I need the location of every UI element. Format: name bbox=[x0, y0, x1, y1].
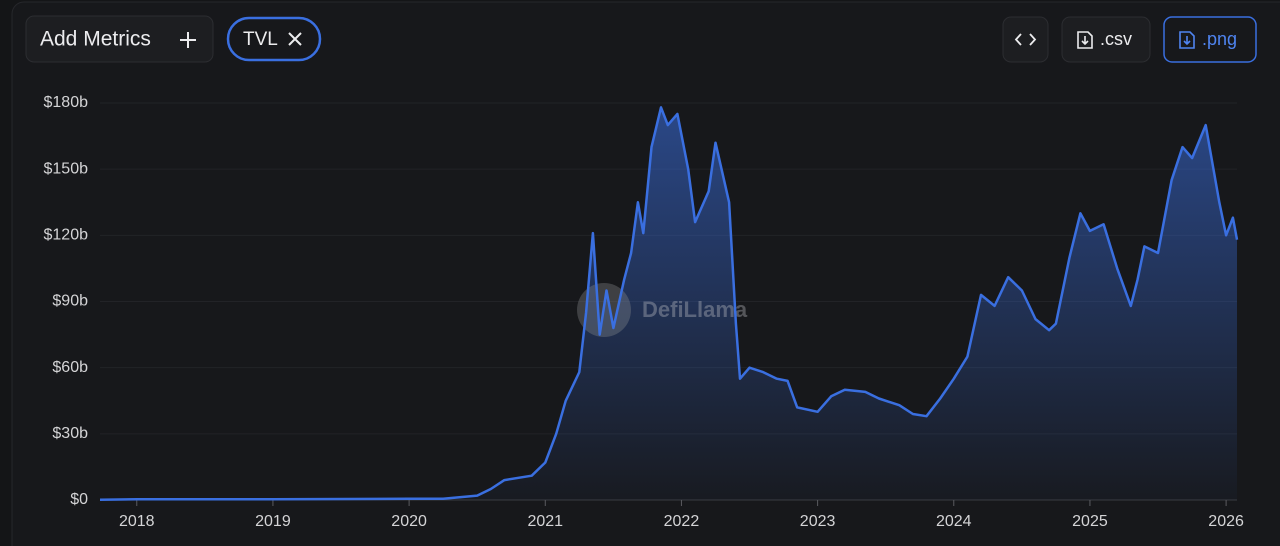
y-tick-label: $180b bbox=[44, 94, 89, 111]
x-tick-label: 2023 bbox=[800, 513, 836, 530]
area-fill bbox=[100, 107, 1237, 501]
y-tick-label: $120b bbox=[44, 227, 89, 244]
y-tick-label: $60b bbox=[52, 359, 88, 376]
x-tick-label: 2021 bbox=[527, 513, 563, 530]
code-icon bbox=[1014, 33, 1037, 46]
png-button[interactable]: .png bbox=[1163, 16, 1257, 63]
x-tick-label: 2024 bbox=[936, 513, 972, 530]
button-label: .csv bbox=[1100, 29, 1132, 49]
y-tick-label: $30b bbox=[52, 425, 88, 442]
watermark: DefiLlama bbox=[577, 283, 748, 337]
button-bg bbox=[25, 15, 214, 63]
x-tick-label: 2026 bbox=[1208, 513, 1244, 530]
button-label: .png bbox=[1202, 29, 1237, 49]
download-icon bbox=[1077, 31, 1093, 49]
csv-button[interactable]: .csv bbox=[1061, 16, 1151, 63]
add-metrics-button[interactable]: Add Metrics bbox=[25, 15, 214, 63]
download-icon bbox=[1179, 31, 1195, 49]
y-tick-label: $150b bbox=[44, 160, 89, 177]
x-tick-label: 2022 bbox=[664, 513, 700, 530]
watermark-text: DefiLlama bbox=[642, 297, 748, 322]
y-tick-label: $90b bbox=[52, 293, 88, 310]
button-bg bbox=[1163, 16, 1257, 63]
series-line bbox=[99, 106, 1239, 502]
x-tick-label: 2020 bbox=[391, 513, 427, 530]
chip-bg bbox=[226, 16, 322, 62]
y-tick-label: $0 bbox=[70, 491, 88, 508]
metric-chip[interactable]: TVL bbox=[226, 16, 322, 62]
chip-label: TVL bbox=[243, 29, 278, 50]
button-label: Add Metrics bbox=[40, 28, 151, 51]
button-bg bbox=[1061, 16, 1151, 63]
embed-button[interactable] bbox=[1002, 16, 1049, 63]
x-tick-label: 2019 bbox=[255, 513, 291, 530]
close-icon[interactable] bbox=[288, 32, 302, 46]
plus-icon bbox=[180, 32, 196, 48]
x-tick-label: 2018 bbox=[119, 513, 155, 530]
x-tick-label: 2025 bbox=[1072, 513, 1108, 530]
button-bg bbox=[1002, 16, 1049, 63]
